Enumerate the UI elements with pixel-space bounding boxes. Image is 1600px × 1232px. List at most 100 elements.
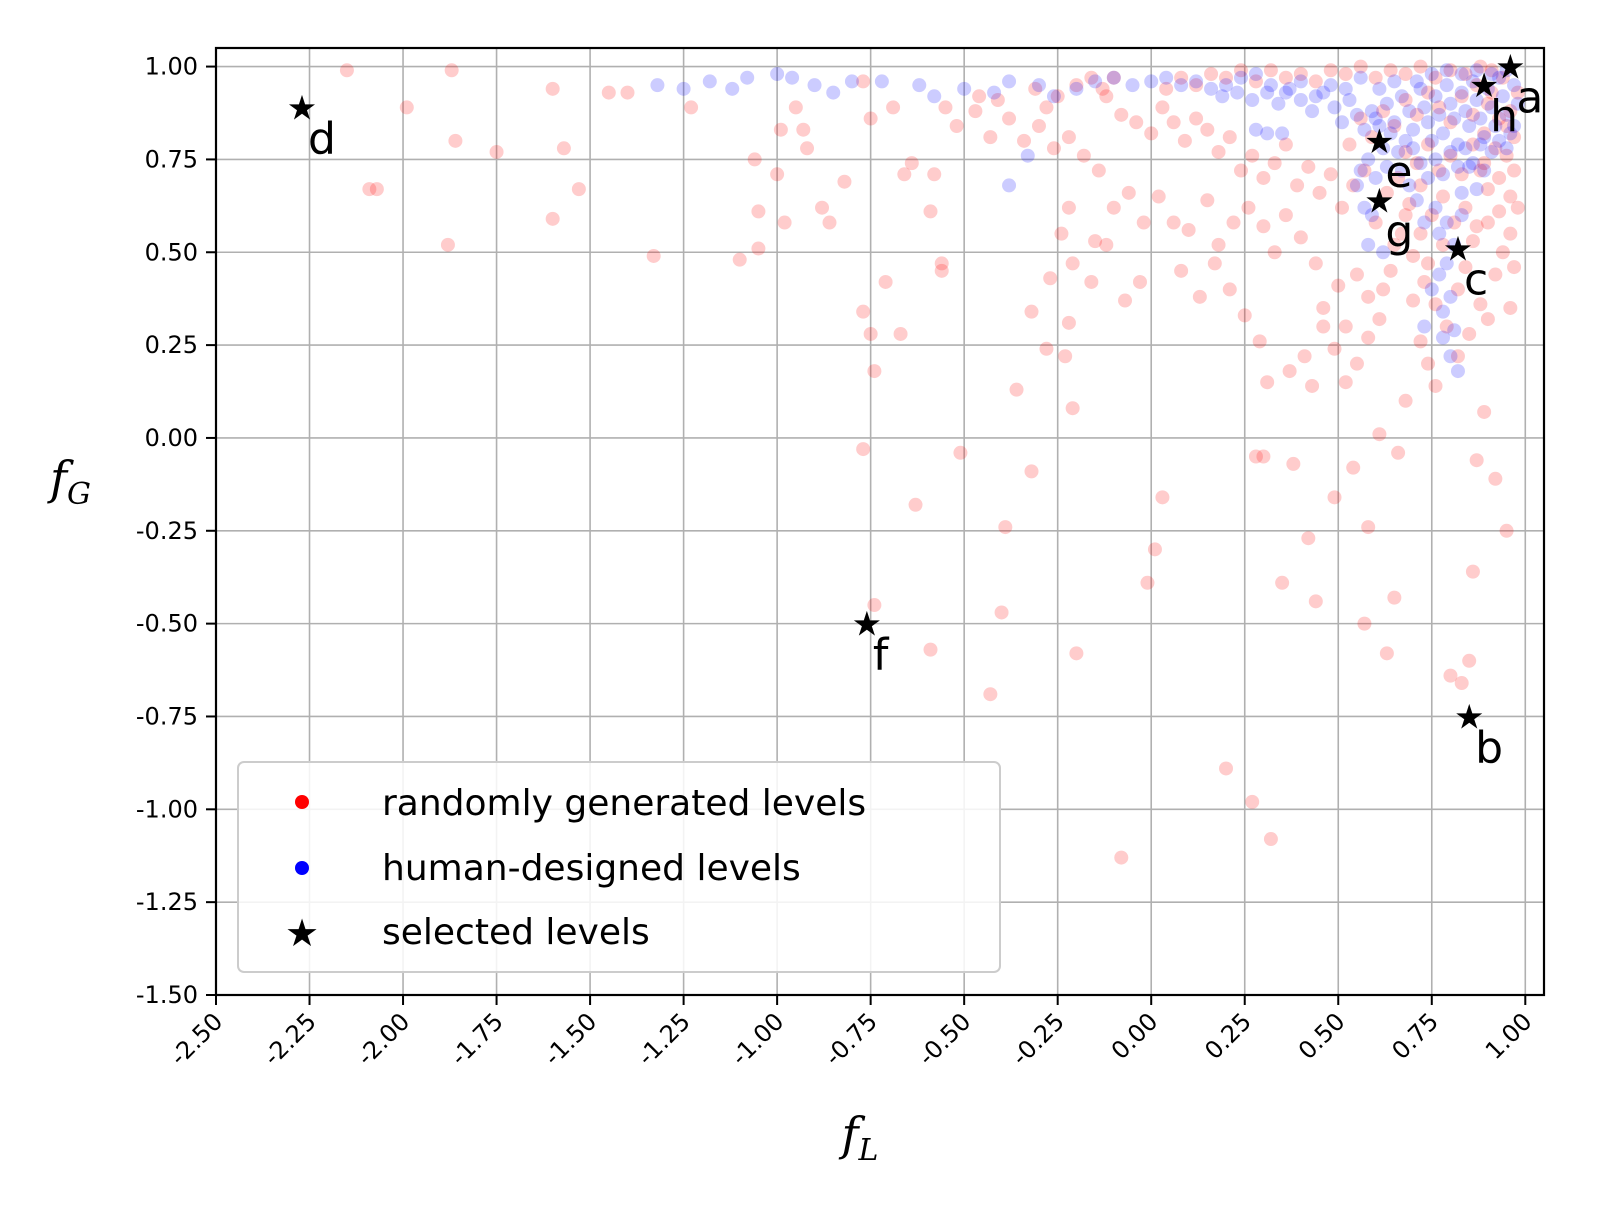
random-level-point bbox=[1211, 144, 1226, 159]
human-level-point bbox=[1492, 70, 1507, 85]
random-level-point bbox=[1387, 590, 1402, 605]
random-level-point bbox=[1046, 141, 1061, 156]
random-level-point bbox=[1323, 167, 1338, 182]
random-level-point bbox=[1282, 364, 1297, 379]
random-level-point bbox=[1454, 676, 1469, 691]
human-level-point bbox=[1484, 66, 1499, 81]
random-level-point bbox=[1421, 256, 1436, 271]
random-level-point bbox=[1473, 59, 1488, 74]
human-level-point bbox=[1394, 163, 1409, 178]
random-level-point bbox=[1510, 85, 1525, 100]
human-level-point bbox=[1402, 104, 1417, 119]
random-level-point bbox=[1376, 104, 1391, 119]
human-level-point bbox=[1278, 85, 1293, 100]
random-level-point bbox=[1222, 130, 1237, 145]
random-level-point bbox=[867, 598, 882, 613]
random-level-point bbox=[448, 133, 463, 148]
random-level-point bbox=[1118, 293, 1133, 308]
y-tick-label: 1.00 bbox=[145, 53, 198, 81]
human-level-point bbox=[1432, 226, 1447, 241]
random-level-point bbox=[1349, 267, 1364, 282]
random-level-point bbox=[1327, 341, 1342, 356]
random-level-point bbox=[1166, 115, 1181, 130]
random-level-point bbox=[1346, 460, 1361, 475]
selected-level-star: ★ bbox=[1469, 66, 1499, 106]
random-level-point bbox=[1454, 89, 1469, 104]
human-level-point bbox=[1443, 289, 1458, 304]
human-level-point bbox=[1454, 185, 1469, 200]
random-level-point bbox=[1398, 393, 1413, 408]
random-level-point bbox=[856, 304, 871, 319]
random-level-point bbox=[1084, 70, 1099, 85]
human-level-point bbox=[1406, 122, 1421, 137]
random-level-point bbox=[1166, 215, 1181, 230]
random-level-point bbox=[1462, 653, 1477, 668]
y-tick-label: -0.50 bbox=[136, 610, 198, 638]
random-level-point bbox=[1469, 453, 1484, 468]
random-level-point bbox=[1499, 523, 1514, 538]
random-level-point bbox=[1421, 85, 1436, 100]
random-level-point bbox=[1383, 63, 1398, 78]
random-level-point bbox=[1136, 215, 1151, 230]
y-tick-label: 0.25 bbox=[145, 331, 198, 359]
random-level-point bbox=[1473, 163, 1488, 178]
human-level-point bbox=[1406, 141, 1421, 156]
random-level-point bbox=[796, 122, 811, 137]
random-level-point bbox=[1503, 226, 1518, 241]
random-level-point bbox=[1488, 267, 1503, 282]
scatter-points bbox=[339, 59, 1525, 865]
random-level-point bbox=[777, 215, 792, 230]
random-level-point bbox=[1361, 289, 1376, 304]
human-level-point bbox=[1435, 330, 1450, 345]
random-level-point bbox=[1189, 111, 1204, 126]
random-level-point bbox=[1088, 234, 1103, 249]
random-level-point bbox=[1458, 66, 1473, 81]
human-level-point bbox=[770, 66, 785, 81]
random-level-point bbox=[1039, 100, 1054, 115]
random-level-point bbox=[1054, 226, 1069, 241]
human-level-point bbox=[1361, 152, 1376, 167]
random-level-point bbox=[1480, 312, 1495, 327]
human-level-point bbox=[725, 81, 740, 96]
human-level-point bbox=[1248, 66, 1263, 81]
random-level-point bbox=[1144, 126, 1159, 141]
human-level-point bbox=[1372, 81, 1387, 96]
selected-level-label: e bbox=[1385, 147, 1412, 198]
random-level-point bbox=[1301, 159, 1316, 174]
human-level-point bbox=[1477, 163, 1492, 178]
random-level-point bbox=[1495, 70, 1510, 85]
x-tick-label: -2.25 bbox=[258, 1007, 322, 1071]
random-level-point bbox=[1290, 178, 1305, 193]
human-level-point bbox=[1424, 282, 1439, 297]
random-level-point bbox=[1331, 278, 1346, 293]
y-tick-label: -0.25 bbox=[136, 517, 198, 545]
human-level-point bbox=[1454, 208, 1469, 223]
random-level-point bbox=[1308, 74, 1323, 89]
human-level-point bbox=[1398, 133, 1413, 148]
human-level-point bbox=[1293, 74, 1308, 89]
random-level-point bbox=[1488, 471, 1503, 486]
human-level-point bbox=[1435, 304, 1450, 319]
random-level-point bbox=[1256, 449, 1271, 464]
random-level-point bbox=[1465, 107, 1480, 122]
random-level-point bbox=[1286, 456, 1301, 471]
legend-box bbox=[237, 761, 1001, 973]
random-level-point bbox=[1409, 107, 1424, 122]
selected-level-star: ★ bbox=[1364, 122, 1394, 162]
selected-level-star: ★ bbox=[1495, 48, 1525, 88]
human-level-point bbox=[1233, 70, 1248, 85]
random-level-point bbox=[1226, 215, 1241, 230]
selected-level-label: c bbox=[1464, 255, 1488, 306]
random-level-point bbox=[949, 118, 964, 133]
random-level-point bbox=[800, 141, 815, 156]
human-level-point bbox=[826, 85, 841, 100]
random-level-point bbox=[1465, 564, 1480, 579]
human-level-point bbox=[1450, 159, 1465, 174]
random-level-point bbox=[1132, 274, 1147, 289]
human-level-point bbox=[1458, 141, 1473, 156]
random-level-point bbox=[1233, 63, 1248, 78]
random-level-point bbox=[1338, 66, 1353, 81]
legend-label-selected: selected levels bbox=[382, 912, 650, 953]
random-level-point bbox=[1477, 404, 1492, 419]
x-tick-label: 0.25 bbox=[1199, 1007, 1257, 1065]
